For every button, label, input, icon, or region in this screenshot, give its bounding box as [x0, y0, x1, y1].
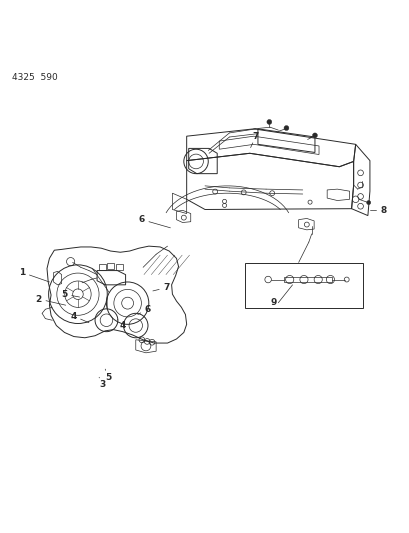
- Text: 7: 7: [163, 283, 169, 292]
- Text: 4: 4: [70, 312, 77, 321]
- Bar: [116, 264, 122, 270]
- Text: 7: 7: [252, 132, 258, 141]
- Text: 4325  590: 4325 590: [11, 73, 57, 82]
- Text: 4: 4: [119, 321, 126, 330]
- Bar: [244, 263, 362, 308]
- Bar: [107, 263, 114, 269]
- Circle shape: [283, 126, 288, 131]
- Bar: [99, 264, 106, 270]
- Text: 5: 5: [105, 373, 111, 382]
- Circle shape: [312, 133, 317, 138]
- Text: 9: 9: [270, 298, 276, 307]
- Circle shape: [266, 119, 271, 124]
- Circle shape: [366, 200, 370, 205]
- Text: 6: 6: [138, 215, 145, 224]
- Text: 3: 3: [99, 380, 105, 389]
- Text: 6: 6: [144, 305, 150, 314]
- Text: 1: 1: [19, 268, 26, 277]
- Text: 2: 2: [36, 295, 42, 304]
- Text: 5: 5: [61, 290, 67, 298]
- Text: 8: 8: [379, 206, 386, 215]
